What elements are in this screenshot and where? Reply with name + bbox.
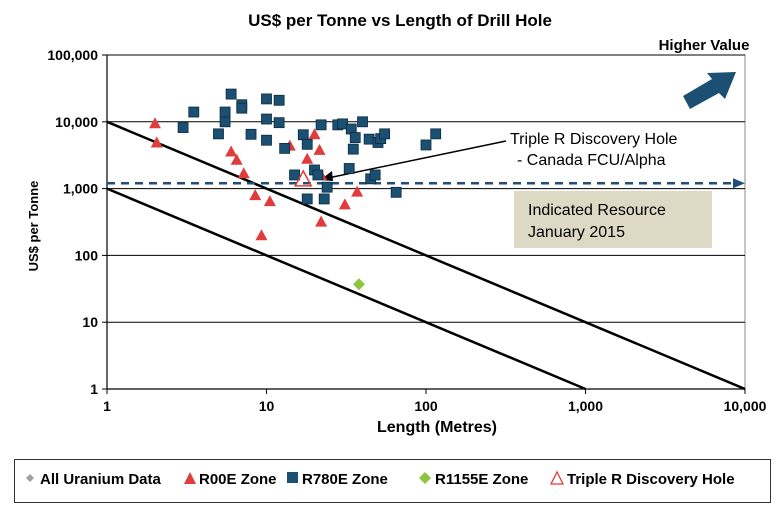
data-point-s1-7 (263, 195, 276, 207)
discovery-hole-label: Triple R Discovery Hole (510, 131, 678, 148)
data-point-s2-20 (312, 169, 324, 181)
data-point-s2-28 (347, 143, 359, 155)
data-point-s2-7 (236, 102, 248, 114)
y-tick-label-4: 10,000 (55, 114, 98, 130)
data-point-s2-21 (315, 119, 327, 131)
data-point-s2-17 (301, 138, 313, 150)
y-tick-label-3: 1,000 (63, 181, 98, 197)
data-point-s2-5 (225, 88, 237, 100)
discovery-hole-pointer (327, 140, 507, 179)
indicated-resource-box (514, 191, 712, 248)
data-point-s2-4 (219, 106, 231, 118)
data-point-s2-15 (289, 169, 300, 181)
data-point-s2-14 (279, 142, 291, 154)
data-point-s2-9 (261, 93, 272, 105)
data-point-s1-4 (237, 167, 250, 179)
x-tick-label-1: 10 (259, 398, 275, 414)
data-point-s1-3 (230, 153, 243, 165)
data-point-s1-5 (249, 189, 262, 201)
data-point-s3-0 (352, 278, 365, 291)
indicated-resource-label: Indicated Resource (528, 202, 666, 219)
data-point-s2-30 (357, 116, 368, 128)
data-point-s1-6 (255, 229, 268, 241)
indicated-resource-date: January 2015 (528, 224, 625, 241)
y-axis-title: US$ per Tonne (26, 181, 41, 272)
x-axis-title: Length (Metres) (377, 419, 497, 436)
data-point-s1-2 (225, 145, 238, 157)
data-point-s2-8 (245, 128, 257, 140)
higher-value-label: Higher Value (659, 37, 750, 54)
data-point-s2-36 (379, 128, 390, 140)
data-point-s2-38 (420, 139, 432, 151)
data-point-s2-26 (343, 163, 355, 174)
data-point-s2-16 (297, 129, 309, 141)
higher-value-arrow-icon (683, 72, 736, 109)
data-point-s1-1 (150, 136, 163, 148)
data-point-s2-1 (188, 106, 200, 118)
data-point-s2-23 (321, 181, 333, 193)
x-tick-label-4: 10,000 (724, 398, 767, 414)
y-tick-label-1: 10 (82, 314, 98, 330)
data-point-s1-14 (338, 198, 351, 210)
reference-line-lower-diagonal (106, 187, 586, 391)
data-point-s1-15 (351, 185, 364, 197)
x-tick-label-0: 1 (103, 398, 111, 414)
reference-line-arrowhead (733, 178, 745, 189)
data-point-s2-2 (213, 128, 224, 140)
data-point-s2-22 (318, 193, 330, 205)
data-point-s2-33 (369, 169, 381, 181)
data-point-s1-13 (315, 215, 328, 227)
y-tick-label-0: 1 (90, 381, 98, 397)
data-point-s2-12 (273, 94, 285, 106)
data-point-s4-0 (294, 169, 313, 187)
discovery-hole-sublabel: - Canada FCU/Alpha (517, 152, 666, 169)
x-tick-label-3: 1,000 (568, 398, 603, 414)
data-point-s2-3 (219, 116, 231, 128)
data-point-s2-13 (273, 117, 285, 129)
y-tick-label-5: 100,000 (47, 47, 98, 63)
data-point-s1-9 (301, 152, 314, 164)
data-point-s2-29 (349, 132, 361, 144)
reference-line-upper-diagonal (106, 120, 746, 391)
data-point-s1-10 (308, 128, 321, 140)
data-point-s2-10 (261, 113, 272, 125)
data-point-s2-11 (261, 134, 272, 146)
data-point-s1-0 (149, 117, 162, 129)
legend (14, 459, 771, 503)
chart-title: US$ per Tonne vs Length of Drill Hole (248, 11, 552, 30)
data-point-s2-18 (301, 193, 313, 205)
data-point-s2-0 (177, 122, 189, 133)
x-tick-label-2: 100 (414, 398, 438, 414)
data-point-s2-39 (430, 128, 442, 140)
y-tick-label-2: 100 (75, 247, 99, 263)
data-point-s2-37 (390, 186, 402, 198)
data-point-s1-11 (313, 143, 326, 155)
